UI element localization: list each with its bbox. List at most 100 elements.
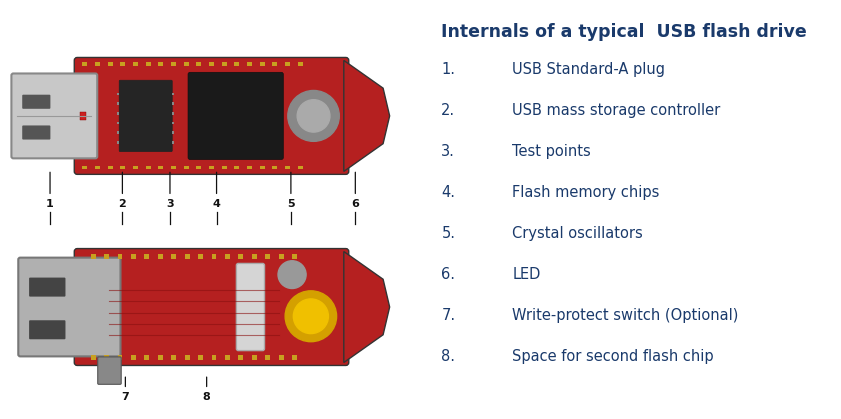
Text: Internals of a typical  USB flash drive: Internals of a typical USB flash drive [442,23,807,41]
FancyBboxPatch shape [22,125,50,140]
Text: 7: 7 [121,392,130,402]
Bar [108,62,113,66]
Text: Test points: Test points [512,144,591,159]
Text: 3: 3 [167,199,174,209]
Bar [133,62,138,66]
Bar [171,166,176,169]
Bar [251,354,257,360]
Bar [95,166,100,169]
Bar [133,166,138,169]
Bar [185,254,189,259]
Circle shape [297,100,330,132]
Text: Crystal oscillators: Crystal oscillators [512,226,643,241]
Bar [209,166,214,169]
Text: Flash memory chips: Flash memory chips [512,185,659,200]
Bar [171,62,176,66]
Text: 7.: 7. [442,308,456,323]
Bar [222,166,226,169]
Bar [292,354,297,360]
Bar [95,62,100,66]
Bar [298,166,303,169]
Bar [185,354,189,360]
Text: 8.: 8. [442,349,455,364]
Bar [278,254,283,259]
Bar [285,166,290,169]
FancyBboxPatch shape [74,248,349,365]
Bar [172,354,177,360]
FancyBboxPatch shape [29,277,66,297]
Bar [247,62,252,66]
Text: USB mass storage controller: USB mass storage controller [512,103,721,118]
Bar [285,62,290,66]
Bar [172,112,174,114]
Text: 1: 1 [46,199,54,209]
Bar [209,62,214,66]
Bar [117,141,119,144]
Text: 5.: 5. [442,226,455,241]
Polygon shape [344,60,389,171]
Circle shape [285,291,336,342]
Bar [158,166,163,169]
Bar [172,132,174,134]
FancyBboxPatch shape [74,57,349,174]
Bar [91,354,96,360]
Bar [117,102,119,105]
Bar [120,166,125,169]
Bar [260,62,265,66]
Bar [298,62,303,66]
Bar [108,166,113,169]
Circle shape [294,299,329,334]
Bar [198,254,203,259]
FancyBboxPatch shape [188,72,283,160]
Bar [80,112,86,120]
Bar [212,254,216,259]
Bar [131,354,136,360]
Bar [82,62,87,66]
Bar [225,354,230,360]
Bar [104,254,109,259]
Circle shape [278,261,306,289]
Bar [272,166,278,169]
Circle shape [288,91,339,141]
Bar [172,122,174,124]
Text: 8: 8 [203,392,210,402]
Bar [260,166,265,169]
Bar [222,62,226,66]
Bar [172,102,174,105]
Bar [120,62,125,66]
Text: Write-protect switch (Optional): Write-protect switch (Optional) [512,308,738,323]
Bar [158,254,163,259]
Bar [82,166,87,169]
Bar [158,354,163,360]
Bar [292,254,297,259]
Bar [265,254,270,259]
Bar [118,354,123,360]
Bar [247,166,252,169]
Bar [238,254,243,259]
Bar [158,62,163,66]
Bar [196,166,201,169]
Bar [278,354,283,360]
Text: 6.: 6. [442,267,455,282]
Bar [145,166,151,169]
Bar [117,122,119,124]
Bar [131,254,136,259]
Bar [172,141,174,144]
Bar [117,112,119,114]
Text: 4: 4 [213,199,220,209]
Polygon shape [344,251,389,362]
Text: 1.: 1. [442,62,455,77]
Bar [117,93,119,95]
Bar [198,354,203,360]
Bar [172,254,177,259]
Text: 4.: 4. [442,185,455,200]
FancyBboxPatch shape [22,95,50,109]
FancyBboxPatch shape [119,80,172,152]
FancyBboxPatch shape [12,73,98,158]
Bar [183,62,188,66]
Bar [272,62,278,66]
Bar [145,254,150,259]
FancyBboxPatch shape [19,258,120,357]
Bar [265,354,270,360]
Text: LED: LED [512,267,541,282]
